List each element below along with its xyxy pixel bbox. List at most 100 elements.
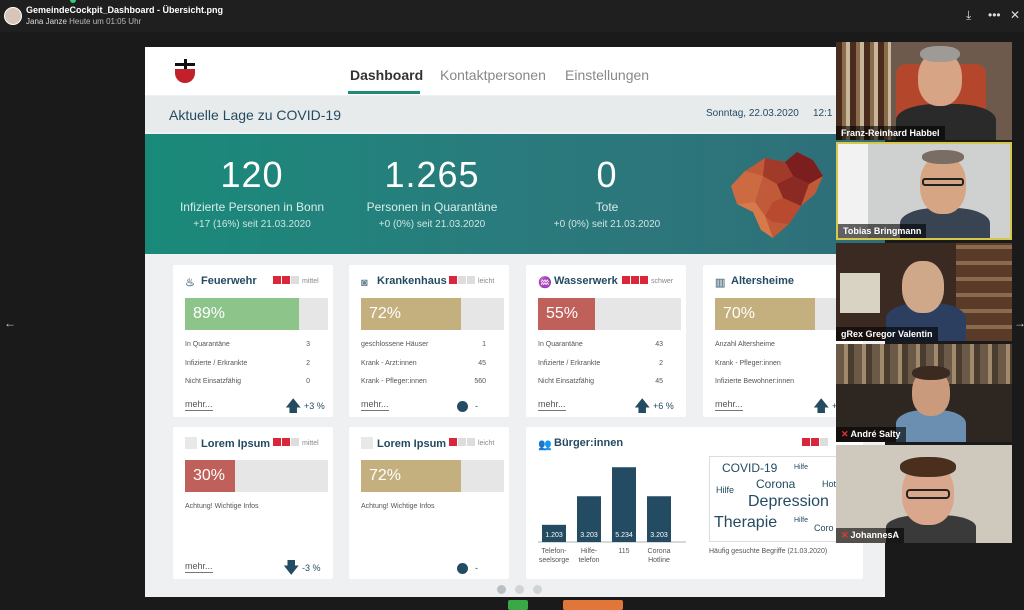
- pager-dot-2[interactable]: [515, 585, 524, 594]
- category-label: Hotline: [648, 557, 670, 564]
- severity-indicator: leicht: [449, 276, 494, 285]
- arrow-up-icon: 🡅: [285, 398, 302, 415]
- district-map[interactable]: [725, 146, 835, 246]
- chat-button[interactable]: [563, 600, 623, 610]
- capacity-bar: 89%: [185, 298, 328, 330]
- trend-indicator: 🡇 -3 %: [283, 557, 320, 584]
- bar-value-label: 3.203: [650, 532, 668, 539]
- row-label: Krank - Arzt:innen: [361, 360, 417, 367]
- more-link[interactable]: mehr...: [715, 399, 743, 411]
- stat-label: Infizierte Personen in Bonn: [179, 200, 325, 214]
- people-icon: 👥: [538, 439, 552, 451]
- trend-value: -: [475, 563, 478, 573]
- stat-quarantine: 1.265 Personen in Quarantäne +0 (0%) sei…: [337, 154, 527, 230]
- card-wasserwerk[interactable]: ♒ Wasserwerk schwer 55% In Quarantäne 43 I…: [526, 265, 686, 417]
- bar-value-label: 3.203: [580, 532, 598, 539]
- trend-dot-icon: [457, 563, 468, 574]
- severity-indicator: [802, 438, 829, 447]
- bar[interactable]: [542, 524, 566, 542]
- card-lorem-ipsum-1[interactable]: Lorem Ipsum mittel 30% Achtung! Wichtige…: [173, 427, 333, 579]
- more-link[interactable]: mehr...: [185, 561, 213, 573]
- video-tile-3[interactable]: gRex Gregor Valentin: [836, 243, 1012, 341]
- severity-label: mittel: [301, 278, 319, 285]
- video-tile-1[interactable]: Franz-Reinhard Habbel: [836, 42, 1012, 140]
- category-label: 115: [618, 548, 629, 555]
- more-link[interactable]: mehr...: [538, 399, 566, 411]
- tab-kontaktpersonen[interactable]: Kontaktpersonen: [440, 67, 546, 83]
- row-value: 3: [306, 341, 310, 348]
- capacity-value: 70%: [723, 305, 756, 322]
- row-value: 2: [659, 360, 663, 367]
- pager-dot-1[interactable]: [497, 585, 506, 594]
- pager-dot-3[interactable]: [533, 585, 542, 594]
- cloud-word: Hotlin: [822, 479, 846, 489]
- cloud-word: COVID-19: [722, 461, 778, 475]
- stat-infected: 120 Infizierte Personen in Bonn +17 (16%…: [157, 154, 347, 230]
- stat-label: Tote: [595, 200, 619, 214]
- severity-label: leicht: [477, 440, 495, 447]
- stat-value: 0: [596, 154, 618, 195]
- card-lorem-ipsum-2[interactable]: Lorem Ipsum leicht 72% Achtung! Wichtige…: [349, 427, 509, 579]
- row-label: Infizierte / Erkrankte: [538, 360, 601, 367]
- info-note: Achtung! Wichtige Infos: [361, 503, 435, 510]
- cloud-word: Hilfe: [794, 464, 809, 471]
- more-link[interactable]: mehr...: [185, 399, 213, 411]
- trend-value: +: [831, 401, 838, 411]
- card-title: Bürger:innen: [554, 437, 624, 449]
- info-note: Achtung! Wichtige Infos: [185, 503, 259, 510]
- card-title: Lorem Ipsum: [377, 438, 447, 450]
- more-icon[interactable]: •••: [988, 8, 1001, 22]
- dashboard-header: Dashboard Kontaktpersonen Einstellungen: [145, 47, 885, 95]
- row-label: Nicht Einsatzfähig: [538, 378, 595, 385]
- previous-arrow-icon[interactable]: ←: [4, 316, 16, 330]
- row-label: In Quarantäne: [538, 341, 583, 348]
- bar[interactable]: [612, 467, 636, 542]
- participant-name: André Salty: [850, 429, 901, 439]
- muted-mic-icon: ✕: [841, 530, 849, 540]
- capacity-bar: 70%: [715, 298, 858, 330]
- next-arrow-icon[interactable]: →: [1014, 316, 1024, 330]
- close-icon[interactable]: ✕: [1010, 8, 1021, 22]
- row-label: geschlossene Häuser: [361, 341, 429, 348]
- title-bar: Aktuelle Lage zu COVID-19 Sonntag, 22.03…: [145, 96, 885, 132]
- bar[interactable]: [577, 496, 601, 542]
- meeting-toolbar: [0, 598, 1024, 610]
- camera-icon: ◙: [361, 277, 368, 289]
- upload-time: Heute um 01:05 Uhr: [69, 17, 142, 26]
- video-tile-2[interactable]: Tobias Bringmann: [836, 142, 1012, 240]
- covid-summary: 120 Infizierte Personen in Bonn +17 (16%…: [145, 134, 885, 254]
- more-link[interactable]: mehr...: [361, 399, 389, 411]
- trend-value: -3 %: [301, 563, 321, 573]
- video-tile-4[interactable]: ✕ André Salty: [836, 344, 1012, 442]
- card-buergerinnen[interactable]: 👥 Bürger:innen 1.203 Telefon-seelsorge 3.20…: [526, 427, 863, 579]
- file-name: GemeindeCockpit_Dashboard - Übersicht.pn…: [26, 5, 224, 15]
- row-label: Infizierte / Erkrankte: [185, 360, 248, 367]
- row-label: Krank - Pfleger:innen: [361, 378, 427, 385]
- category-label: Telefon-: [542, 548, 568, 555]
- row-label: Nicht Einsatzfähig: [185, 378, 242, 385]
- tab-dashboard[interactable]: Dashboard: [350, 67, 424, 83]
- avatar[interactable]: [4, 7, 22, 25]
- cloud-word: Hilfe: [716, 485, 735, 495]
- trend-value: +6 %: [652, 401, 674, 411]
- category-label: seelsorge: [539, 557, 569, 564]
- participant-name: Tobias Bringmann: [838, 224, 927, 238]
- flame-icon: ♨: [185, 277, 195, 289]
- severity-indicator: mittel: [273, 438, 319, 447]
- card-feuerwehr[interactable]: ♨ Feuerwehr mittel 89% In Quarantäne 3 Inf…: [173, 265, 333, 417]
- water-drops-icon: ♒: [538, 277, 552, 289]
- uploader-name: Jana Janze: [26, 17, 67, 26]
- download-icon[interactable]: ⤓: [966, 8, 972, 22]
- trend-value: +3 %: [303, 401, 325, 411]
- participant-name: JohannesA: [850, 530, 900, 540]
- card-krankenhaus[interactable]: ◙ Krankenhaus leicht 72% geschlossene Häu…: [349, 265, 509, 417]
- tab-einstellungen[interactable]: Einstellungen: [565, 67, 650, 83]
- row-label: Krank - Pfleger:innen: [715, 360, 781, 367]
- bar[interactable]: [647, 496, 671, 542]
- building-icon: ▥: [715, 277, 726, 289]
- capacity-bar: 55%: [538, 298, 681, 330]
- row-value: 43: [655, 341, 663, 348]
- contact-volume-chart: 1.203 Telefon-seelsorge 3.203 Hilfe-telefon…: [538, 467, 686, 564]
- share-button[interactable]: [508, 600, 528, 610]
- video-tile-5[interactable]: ✕ JohannesA: [836, 445, 1012, 543]
